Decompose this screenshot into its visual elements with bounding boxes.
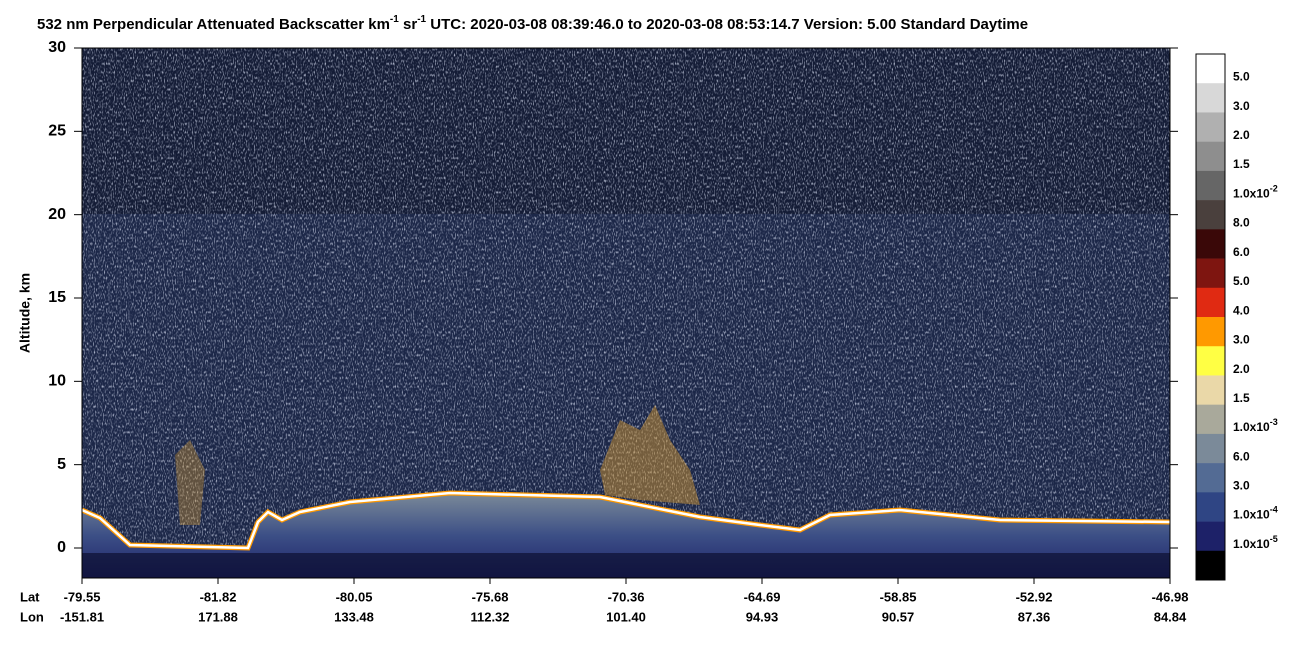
x-tick-label: -64.69 [744, 589, 781, 604]
x-tick-label: -70.36 [608, 589, 645, 604]
colorbar-swatch [1196, 229, 1225, 259]
colorbar-swatch [1196, 200, 1225, 230]
x-tick-label: 101.40 [606, 609, 646, 624]
colorbar-label-exponent: -2 [1270, 184, 1278, 194]
x-tick-label: 171.88 [198, 609, 238, 624]
surface-return [82, 491, 1170, 550]
colorbar-label: 6.0 [1233, 245, 1250, 259]
colorbar-label: 8.0 [1233, 216, 1250, 230]
colorbar-label-exponent: -4 [1270, 505, 1278, 515]
colorbar-label: 6.0 [1233, 449, 1250, 463]
x-tick-label: -80.05 [336, 589, 373, 604]
title-superscript: -1 [417, 14, 426, 25]
y-axis-label: Altitude, km [17, 273, 33, 353]
colorbar-label: 3.0 [1233, 479, 1250, 493]
x-tick-label: -46.98 [1152, 589, 1189, 604]
colorbar-swatch [1196, 317, 1225, 347]
colorbar-label: 1.0x10-3 [1233, 417, 1278, 434]
x-tick-label: -52.92 [1016, 589, 1053, 604]
aerosol-layer [600, 405, 700, 505]
x-tick-label: 94.93 [746, 609, 779, 624]
title-text: sr [399, 16, 418, 33]
colorbar-label: 3.0 [1233, 99, 1250, 113]
colorbar-swatch [1196, 170, 1225, 201]
colorbar-outline [1195, 53, 1226, 581]
x-tick-label: 87.36 [1018, 609, 1051, 624]
colorbar-label-exponent: -5 [1270, 534, 1278, 544]
colorbar-swatch [1196, 404, 1225, 435]
x-tick-label: -151.81 [60, 609, 104, 624]
title-text: 532 nm Perpendicular Attenuated Backscat… [37, 16, 390, 33]
colorbar-swatch [1196, 141, 1225, 172]
colorbar-swatch [1196, 83, 1225, 113]
colorbar-swatch [1196, 112, 1225, 142]
y-tick-label: 10 [48, 373, 66, 390]
colorbar-label-base: 1.0x10 [1233, 186, 1270, 200]
subsurface [82, 553, 1170, 578]
x-row-name: Lon [20, 609, 44, 624]
colorbar-swatch [1196, 258, 1225, 289]
colorbar-swatch [1196, 433, 1225, 464]
colorbar-label: 5.0 [1233, 274, 1250, 288]
x-tick-label: 112.32 [470, 609, 509, 624]
colorbar-label: 2.0 [1233, 128, 1250, 142]
colorbar-label: 4.0 [1233, 303, 1250, 317]
x-tick-label: 90.57 [882, 609, 915, 624]
title-text: UTC: 2020-03-08 08:39:46.0 to 2020-03-08… [426, 16, 1028, 33]
colorbar-swatch [1196, 521, 1225, 552]
colorbar-label-exponent: -3 [1270, 417, 1278, 427]
colorbar-swatch [1196, 375, 1225, 405]
colorbar-swatch [1196, 287, 1225, 318]
x-tick-label: -58.85 [880, 589, 917, 604]
colorbar-label: 1.0x10-2 [1233, 184, 1278, 201]
colorbar-label: 1.5 [1233, 391, 1250, 405]
y-tick-label: 15 [48, 289, 66, 306]
cloud-layer [175, 440, 205, 525]
colorbar-label: 1.5 [1233, 157, 1250, 171]
colorbar-label-base: 1.0x10 [1233, 420, 1270, 434]
colorbar-swatch [1196, 492, 1225, 522]
colorbar-label-base: 1.0x10 [1233, 508, 1270, 522]
colorbar-label: 1.0x10-5 [1233, 534, 1278, 551]
colorbar-label: 1.0x10-4 [1233, 505, 1278, 522]
x-tick-label: -79.55 [64, 589, 101, 604]
colorbar-swatch [1196, 463, 1225, 493]
y-tick-label: 25 [48, 123, 66, 140]
title-superscript: -1 [390, 14, 399, 25]
y-tick-label: 20 [48, 206, 66, 223]
colorbar-label-base: 1.0x10 [1233, 537, 1270, 551]
colorbar-label: 2.0 [1233, 362, 1250, 376]
x-tick-label: -81.82 [200, 589, 237, 604]
y-tick-label: 5 [57, 456, 66, 473]
colorbar-label: 5.0 [1233, 70, 1250, 84]
x-tick-label: 84.84 [1154, 609, 1187, 624]
y-tick-label: 30 [48, 39, 66, 56]
x-tick-label: 133.48 [334, 609, 374, 624]
colorbar-swatch [1196, 550, 1225, 581]
colorbar-label: 3.0 [1233, 333, 1250, 347]
colorbar-swatch [1196, 346, 1225, 376]
x-row-name: Lat [20, 589, 40, 604]
y-tick-label: 0 [57, 539, 66, 556]
chart-title: 532 nm Perpendicular Attenuated Backscat… [37, 14, 1028, 33]
x-tick-label: -75.68 [472, 589, 509, 604]
colorbar-swatch [1196, 54, 1225, 84]
signal-noise [82, 48, 1170, 578]
backscatter-image [82, 48, 1170, 578]
